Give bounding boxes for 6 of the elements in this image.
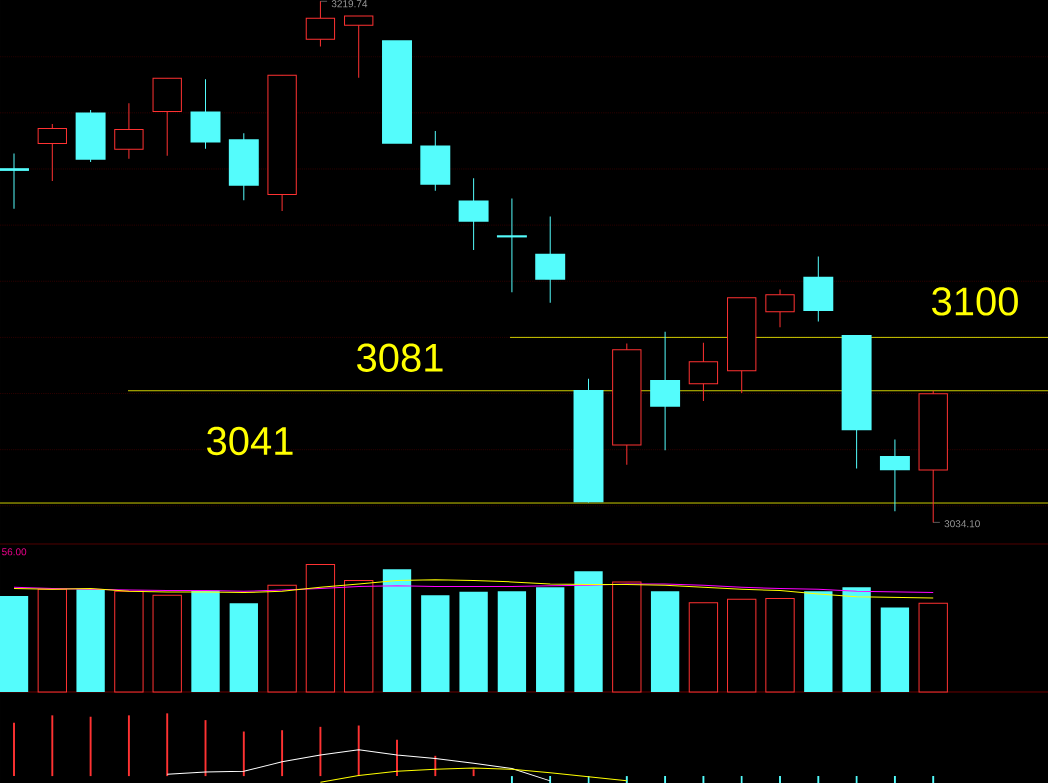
ref-line-label: 3100	[932, 287, 1018, 316]
annotation: 3034.10	[944, 520, 980, 528]
annotation: 3219.74	[331, 0, 368, 8]
text: 56.00	[2, 548, 27, 556]
ref-line-label: 3041	[207, 426, 293, 456]
ref-line-label: 3081	[357, 343, 443, 372]
